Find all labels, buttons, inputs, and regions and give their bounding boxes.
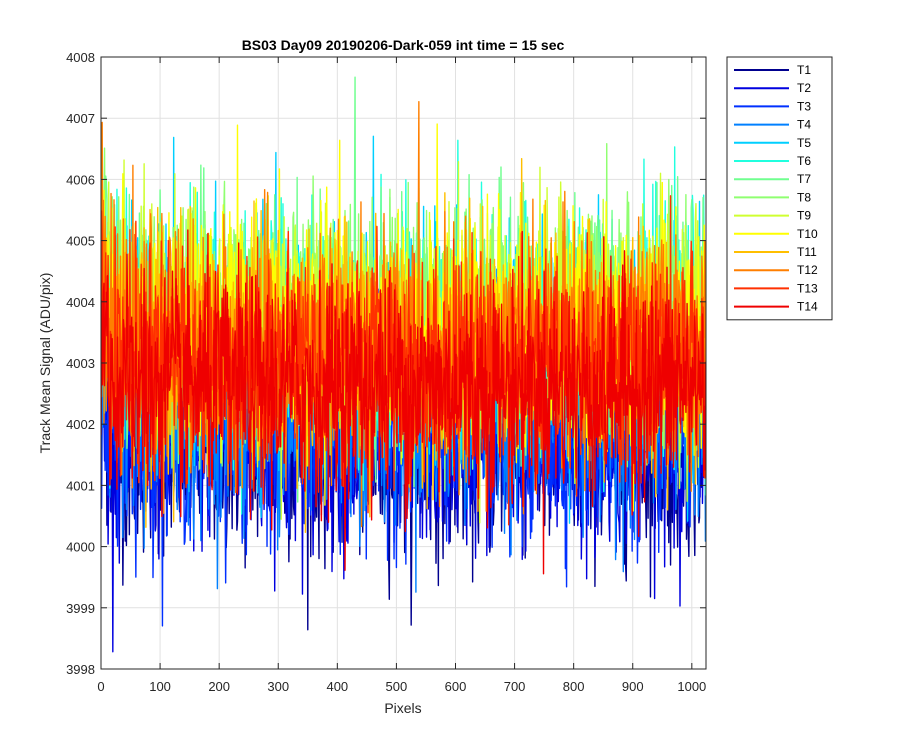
legend: T1 T2 T3 T4 T5 T6 T7 T8 T9 T10 T11 T12 T13 T14	[726, 56, 833, 321]
y-tick-label: 4002	[66, 417, 95, 432]
x-tick-label: 400	[326, 679, 348, 694]
x-tick-label: 300	[267, 679, 289, 694]
x-tick-label: 700	[504, 679, 526, 694]
legend-label-t6: T6	[797, 154, 811, 168]
x-tick-label: 800	[563, 679, 585, 694]
legend-label-t8: T8	[797, 190, 811, 204]
x-tick-label: 600	[445, 679, 467, 694]
y-tick-label: 3999	[66, 601, 95, 616]
x-tick-label: 200	[208, 679, 230, 694]
y-axis-label: Track Mean Signal (ADU/pix)	[37, 273, 53, 454]
x-axis-label: Pixels	[384, 700, 421, 716]
legend-label-t1: T1	[797, 63, 811, 77]
y-tick-label: 4007	[66, 111, 95, 126]
y-tick-label: 4001	[66, 478, 95, 493]
plot-area: 0 100 200 300 400 500 600 700 800 900 1000 3998 3999…	[66, 50, 707, 694]
y-tick-label: 4000	[66, 540, 95, 555]
x-tick-label: 0	[97, 679, 104, 694]
y-tick-label: 4008	[66, 50, 95, 65]
x-tick-label: 1000	[677, 679, 706, 694]
legend-label-t12: T12	[797, 263, 818, 277]
legend-box	[726, 56, 833, 321]
y-tick-label: 4003	[66, 356, 95, 371]
y-tick-label: 4004	[66, 295, 95, 310]
legend-label-t14: T14	[797, 300, 818, 314]
legend-label-t2: T2	[797, 81, 811, 95]
legend-label-t11: T11	[797, 245, 817, 259]
x-tick-label: 100	[149, 679, 171, 694]
chart-title: BS03 Day09 20190206-Dark-059 int time = …	[242, 37, 565, 53]
legend-label-t5: T5	[797, 136, 811, 150]
y-tick-label: 4005	[66, 234, 95, 249]
legend-label-t13: T13	[797, 281, 818, 295]
legend-label-t4: T4	[797, 118, 811, 132]
legend-label-t10: T10	[797, 227, 818, 241]
legend-label-t9: T9	[797, 209, 811, 223]
legend-label-t3: T3	[797, 99, 811, 113]
x-tick-label: 500	[386, 679, 408, 694]
series-group	[101, 76, 706, 653]
legend-label-t7: T7	[797, 172, 811, 186]
x-tick-label: 900	[622, 679, 644, 694]
series-line-t14	[101, 229, 706, 575]
y-tick-label: 3998	[66, 662, 95, 677]
y-tick-label: 4006	[66, 172, 95, 187]
